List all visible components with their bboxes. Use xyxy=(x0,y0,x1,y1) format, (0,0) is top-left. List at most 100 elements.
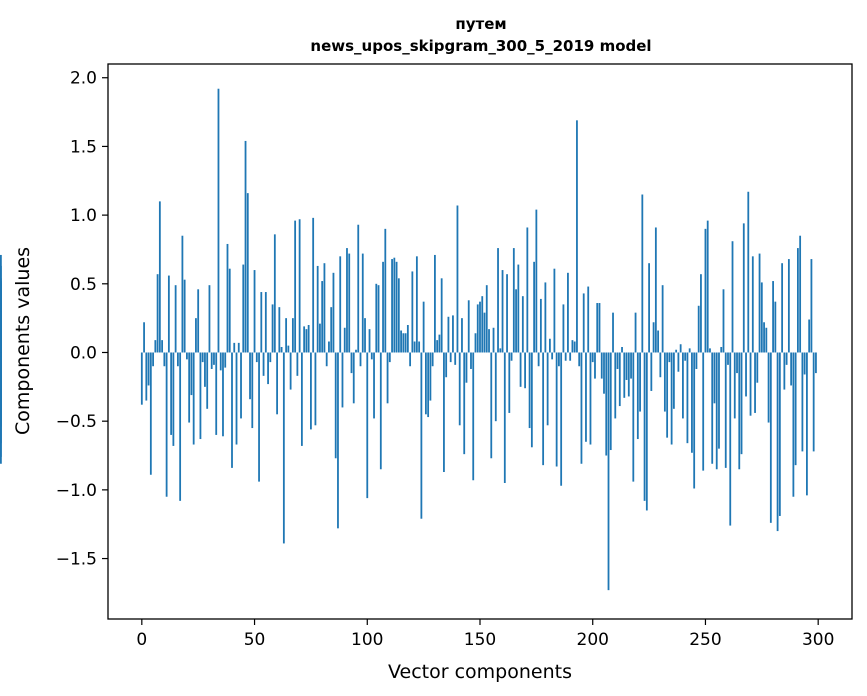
bar xyxy=(571,340,574,353)
bar xyxy=(258,352,260,482)
bar xyxy=(357,224,360,353)
bar xyxy=(204,352,206,387)
bar xyxy=(386,352,389,404)
bar xyxy=(255,352,258,363)
bar xyxy=(260,292,263,353)
bar xyxy=(201,352,204,363)
bar xyxy=(488,329,490,353)
bar xyxy=(431,352,434,367)
bar xyxy=(709,348,711,353)
bar xyxy=(267,352,269,385)
bar xyxy=(197,289,200,353)
bar xyxy=(210,352,213,369)
bar xyxy=(810,259,813,353)
bar xyxy=(612,312,614,353)
bar xyxy=(510,352,513,361)
bar xyxy=(231,352,233,468)
bar xyxy=(591,352,594,363)
bar xyxy=(645,352,648,511)
bar xyxy=(391,259,393,353)
bar xyxy=(697,305,700,353)
bar xyxy=(330,307,333,353)
bar xyxy=(677,352,680,372)
bar xyxy=(352,352,355,404)
bar xyxy=(494,352,497,422)
bar xyxy=(411,271,414,353)
bar xyxy=(548,338,551,353)
y-tick-label: 2.0 xyxy=(70,69,97,89)
y-axis-ticks: −1.5 −1.0 −0.5 0.0 0.5 1.0 1.5 2.0 xyxy=(56,69,108,570)
bar xyxy=(729,352,732,526)
bar xyxy=(379,352,382,470)
bar xyxy=(614,352,617,419)
bar xyxy=(235,352,238,445)
bar xyxy=(634,312,637,353)
bar xyxy=(490,352,493,459)
bar xyxy=(434,254,436,353)
bar xyxy=(670,352,673,445)
bar xyxy=(781,263,784,353)
bar xyxy=(418,341,421,353)
bar xyxy=(361,253,364,353)
bar xyxy=(147,352,150,386)
bar xyxy=(237,342,240,353)
bar xyxy=(682,352,684,419)
bar xyxy=(654,227,657,353)
bar xyxy=(621,347,623,353)
bar xyxy=(783,352,786,390)
bar xyxy=(639,352,641,412)
bar xyxy=(413,341,416,353)
bar xyxy=(553,268,556,353)
bar xyxy=(492,327,495,353)
bar xyxy=(249,352,251,400)
bar xyxy=(630,352,632,379)
bar xyxy=(530,352,533,448)
bar xyxy=(307,325,310,353)
bar xyxy=(195,318,197,353)
bar xyxy=(420,352,423,519)
bar xyxy=(393,257,396,353)
bar xyxy=(291,318,294,353)
bar xyxy=(659,352,662,378)
bar xyxy=(711,352,714,464)
bar xyxy=(328,341,330,353)
bar xyxy=(542,352,545,466)
bar xyxy=(343,327,346,353)
bar xyxy=(801,352,804,452)
bar xyxy=(470,352,472,369)
bar xyxy=(544,282,547,353)
bar xyxy=(165,352,168,497)
bar xyxy=(452,315,454,353)
bar xyxy=(296,352,299,376)
bar xyxy=(181,235,184,353)
bar xyxy=(415,256,418,353)
bar xyxy=(481,296,484,353)
bar xyxy=(501,270,504,353)
bar xyxy=(519,352,522,387)
bar xyxy=(269,352,272,363)
bar xyxy=(564,352,567,361)
bar xyxy=(346,248,348,353)
bar xyxy=(555,352,558,467)
bar xyxy=(179,352,182,501)
bar xyxy=(765,327,768,353)
bar xyxy=(246,193,249,353)
bar xyxy=(648,263,650,353)
bar xyxy=(143,322,145,353)
bar xyxy=(573,341,576,353)
bar xyxy=(359,352,362,367)
bar xyxy=(650,352,653,391)
bar xyxy=(578,352,581,367)
bar xyxy=(0,311,2,353)
bar xyxy=(289,352,292,390)
bar xyxy=(422,301,425,353)
bar xyxy=(749,352,752,416)
bar xyxy=(370,352,373,360)
bar xyxy=(693,352,696,489)
y-tick-label: 0.0 xyxy=(70,343,97,363)
bar xyxy=(616,352,619,369)
bar xyxy=(618,352,621,407)
bar xyxy=(600,352,603,379)
bar xyxy=(733,352,736,419)
bar xyxy=(339,256,342,353)
